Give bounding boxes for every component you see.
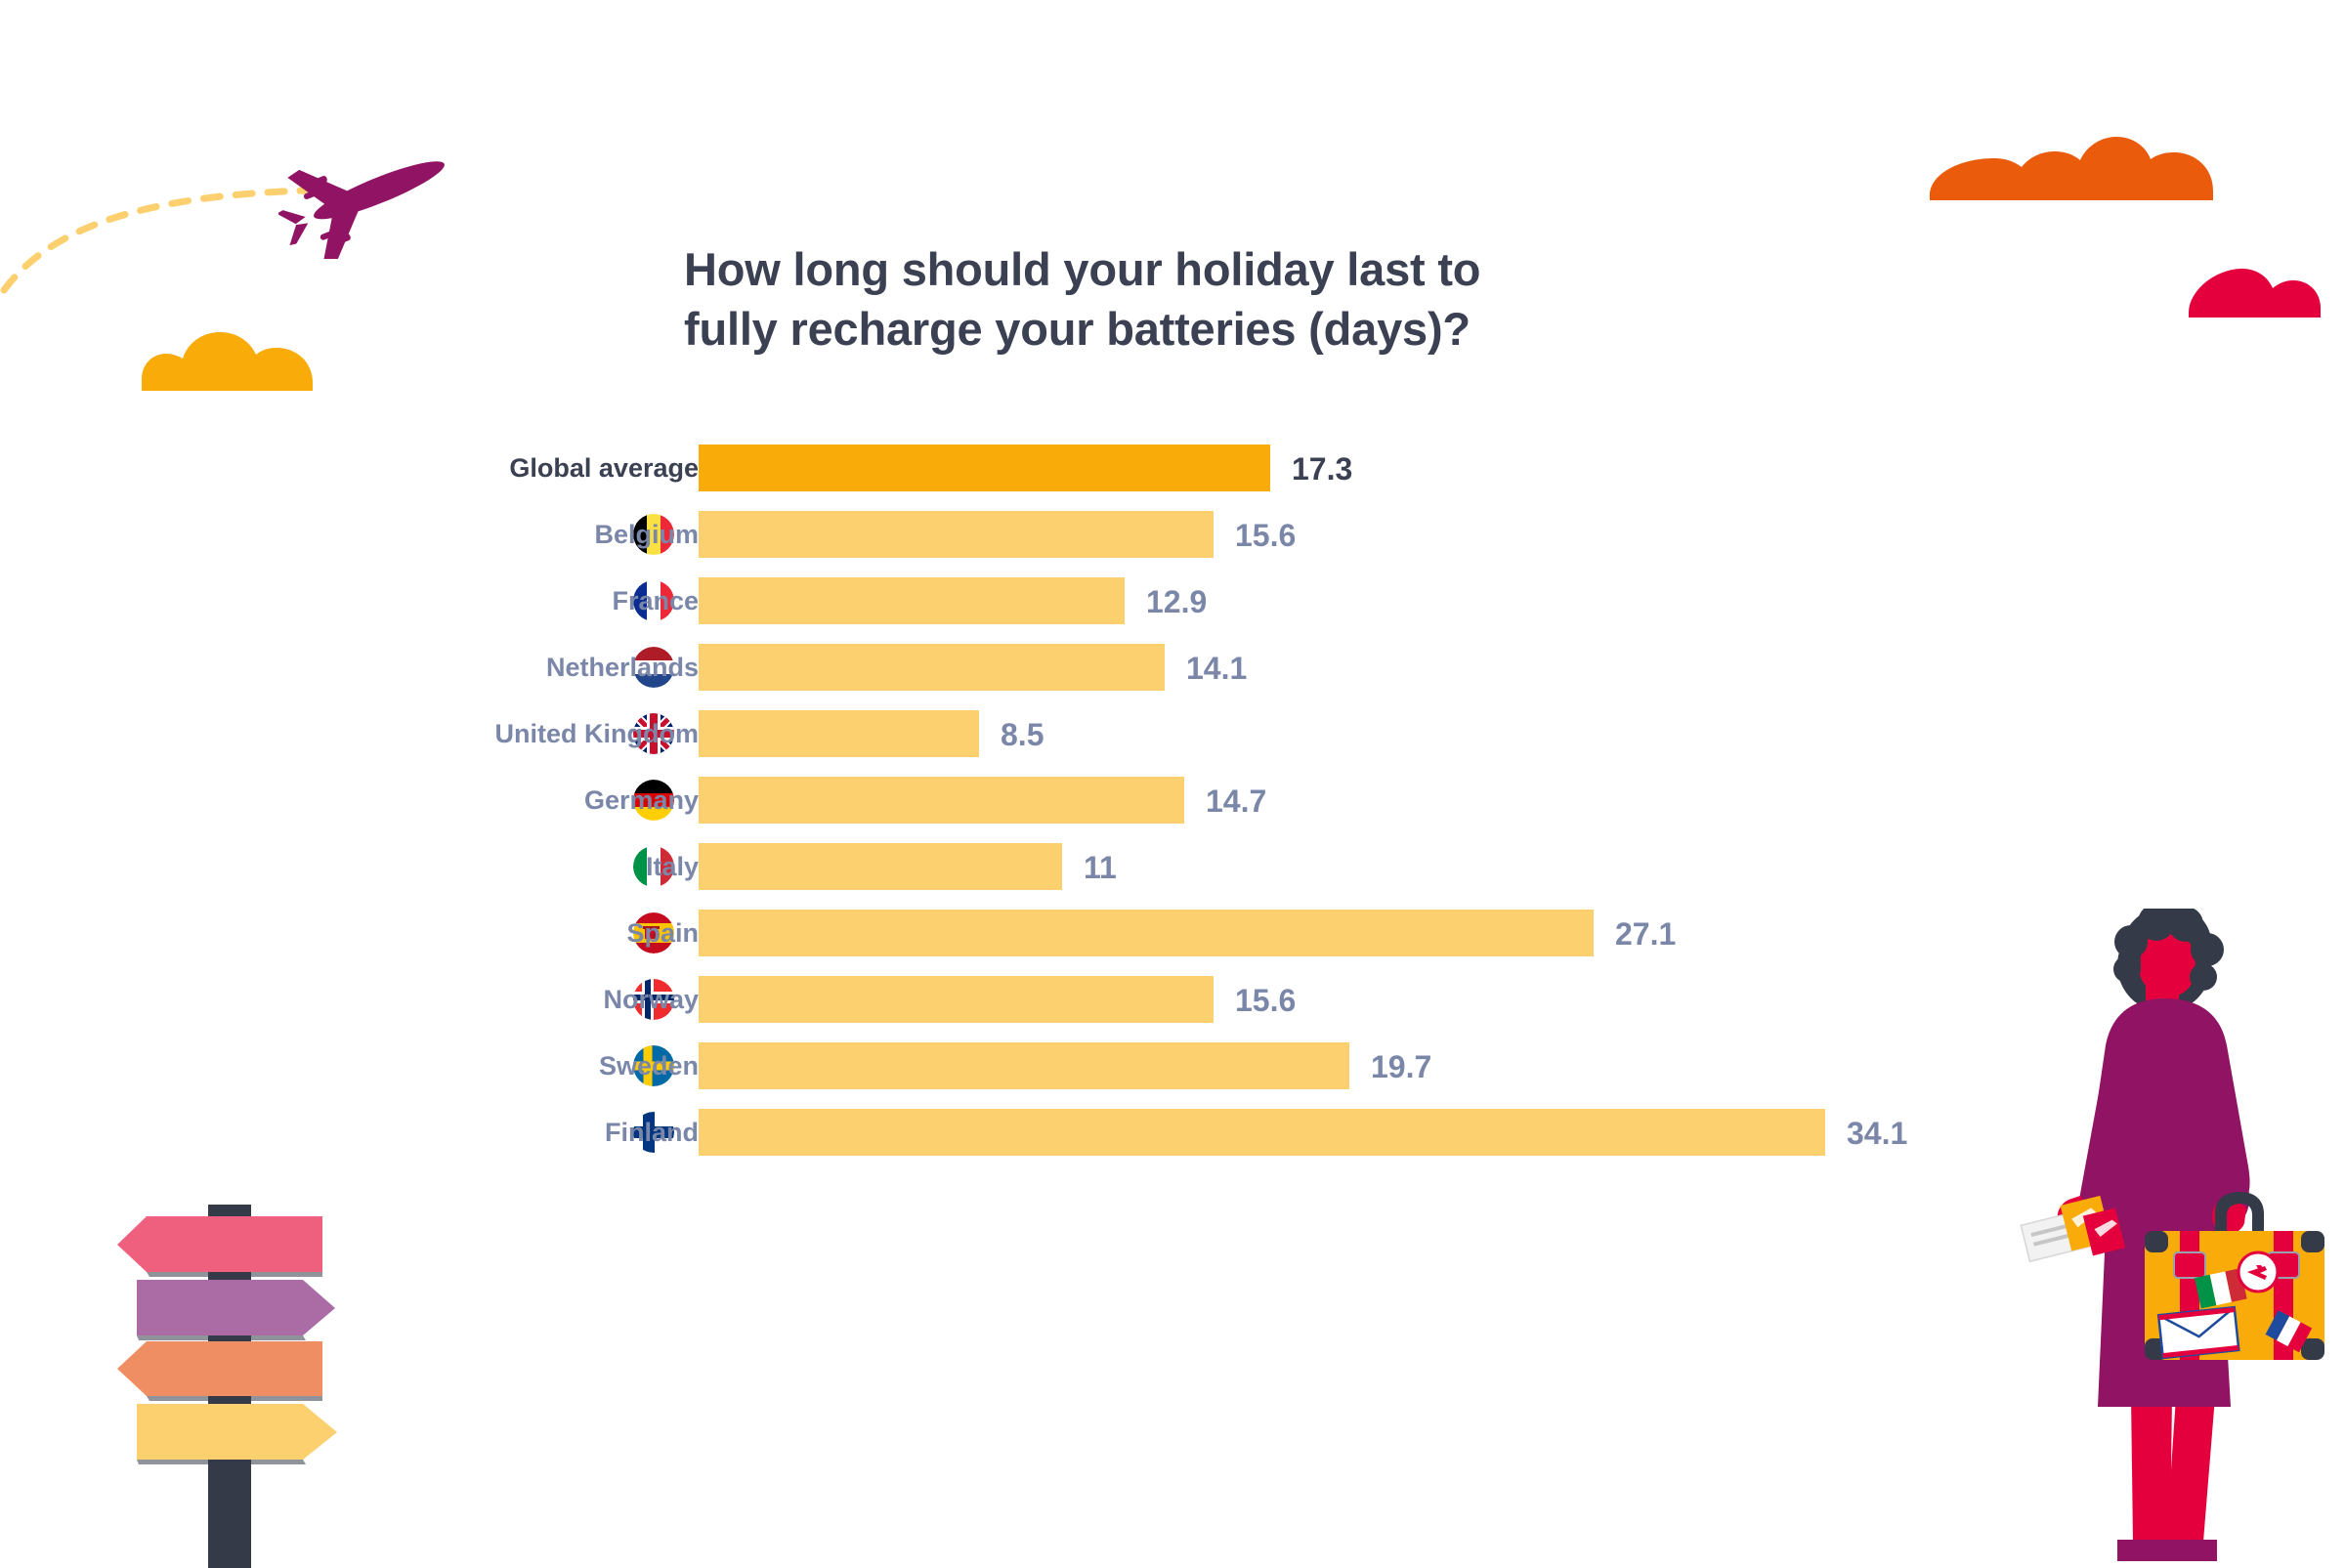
- bar-row: Spain 27.1: [0, 910, 2345, 976]
- bar-value-label: 27.1: [1615, 916, 1677, 952]
- bar-value-label: 11: [1084, 850, 1117, 885]
- bar: [699, 710, 979, 757]
- bar-row-label: Sweden: [598, 1051, 699, 1081]
- flag-icon-netherlands: [633, 647, 674, 688]
- title-line-2: fully recharge your batteries (days)?: [684, 302, 1471, 355]
- bar: [699, 910, 1594, 956]
- bar-row: United Kingdom 8.5: [0, 710, 2345, 777]
- airplane-icon: [278, 161, 445, 259]
- bar: [699, 843, 1062, 890]
- cloud-amber-icon: [142, 332, 313, 391]
- title-line-1: How long should your holiday last to: [684, 243, 1481, 296]
- bar: [699, 777, 1184, 824]
- bar-value-label: 14.7: [1206, 784, 1267, 819]
- bar-row: Netherlands 14.1: [0, 644, 2345, 710]
- bar-row-label: United Kingdom: [494, 719, 699, 748]
- flag-icon-belgium: [633, 514, 674, 555]
- bar: [699, 577, 1125, 624]
- bar-chart: Global average 17.3 Belgium 15.6 France 12.9 N…: [0, 445, 2345, 1175]
- bar-row-label: Finland: [605, 1118, 699, 1147]
- bar-value-label: 15.6: [1235, 983, 1297, 1018]
- bar-row-label: France: [612, 586, 699, 615]
- flag-icon-spain: [633, 912, 674, 954]
- bar-row: Belgium 15.6: [0, 511, 2345, 577]
- bar-row: Global average 17.3: [0, 445, 2345, 511]
- cloud-orange-icon: [1930, 137, 2213, 200]
- bar-value-label: 34.1: [1847, 1116, 1908, 1151]
- page-title: How long should your holiday last to ful…: [684, 240, 1778, 358]
- bar-row-label: Germany: [583, 785, 699, 815]
- cloud-crimson-icon: [2189, 269, 2321, 318]
- bar-row: Germany 14.7: [0, 777, 2345, 843]
- bar-row-label: Belgium: [594, 520, 699, 549]
- flag-icon-sweden: [633, 1045, 674, 1086]
- signpost-icon: [117, 1205, 337, 1568]
- bar-row: Finland 34.1: [0, 1109, 2345, 1175]
- bar-row-label: Netherlands: [545, 653, 699, 682]
- bar-value-label: 19.7: [1371, 1049, 1432, 1084]
- bar: [699, 976, 1214, 1023]
- bar-row-label: Spain: [626, 918, 699, 948]
- bar-value-label: 15.6: [1235, 518, 1297, 553]
- bar: [699, 1042, 1349, 1089]
- flight-trail-icon: [0, 187, 309, 294]
- bar: [699, 644, 1165, 691]
- bar-value-label: 17.3: [1292, 451, 1353, 487]
- bar-row-label: Italy: [645, 852, 699, 881]
- bar-value-label: 12.9: [1146, 584, 1208, 619]
- bar-row: Italy 11: [0, 843, 2345, 910]
- bar: [699, 445, 1270, 491]
- flag-icon-italy: [633, 846, 674, 887]
- bar-row: Sweden 19.7: [0, 1042, 2345, 1109]
- flag-icon-france: [633, 580, 674, 621]
- flag-icon-finland: [633, 1112, 674, 1153]
- bar: [699, 511, 1214, 558]
- bar-value-label: 8.5: [1001, 717, 1045, 752]
- bar-row: Norway 15.6: [0, 976, 2345, 1042]
- bar-row: France 12.9: [0, 577, 2345, 644]
- bar: [699, 1109, 1825, 1156]
- flag-icon-norway: [633, 979, 674, 1020]
- bar-value-label: 14.1: [1186, 651, 1248, 686]
- bar-row-label: Norway: [603, 985, 699, 1014]
- bar-row-label: Global average: [509, 453, 699, 483]
- flag-icon-germany: [633, 780, 674, 821]
